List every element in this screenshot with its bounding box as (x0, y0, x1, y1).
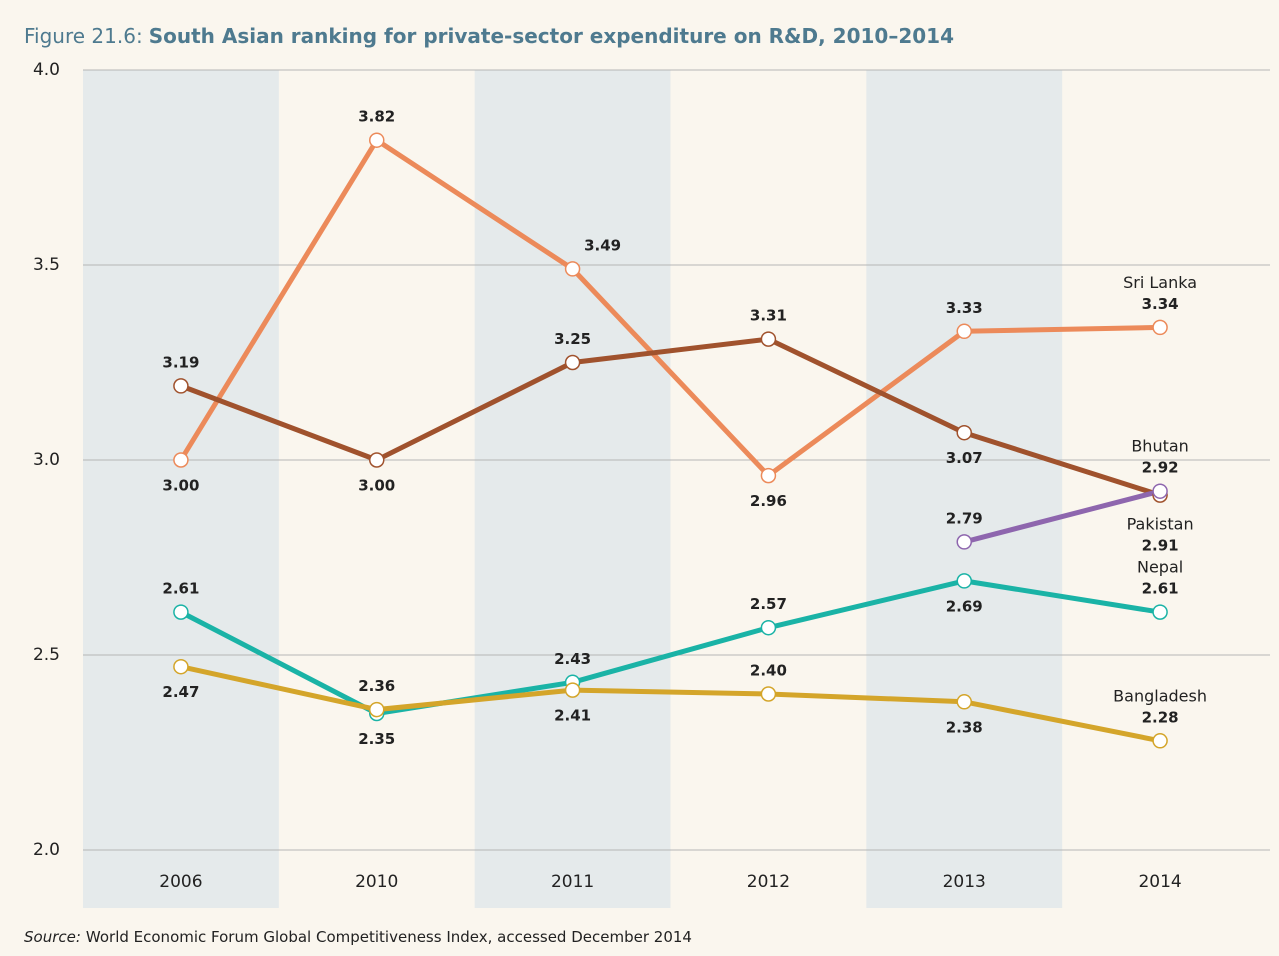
x-tick-label: 2014 (1138, 872, 1181, 892)
value-label: 3.49 (584, 236, 621, 254)
value-label: 2.41 (554, 707, 591, 725)
value-label: 2.40 (750, 662, 787, 680)
band (474, 70, 671, 908)
value-label: 2.91 (1142, 537, 1179, 555)
figure-label: Figure 21.6: (24, 24, 143, 48)
value-label: 2.79 (946, 509, 983, 527)
point (760, 686, 777, 702)
point (760, 467, 777, 484)
point (760, 331, 777, 347)
bands (83, 70, 1063, 908)
band (83, 70, 279, 908)
point (369, 701, 385, 718)
value-label: 3.25 (554, 330, 591, 348)
x-tick-label: 2013 (943, 872, 986, 892)
value-label: 3.00 (358, 477, 395, 495)
point (956, 573, 972, 589)
series-line (963, 488, 1161, 545)
point (369, 452, 385, 468)
value-label: 2.35 (358, 730, 395, 748)
series-line (180, 336, 1161, 498)
point (564, 261, 581, 277)
value-label: 3.82 (358, 108, 395, 126)
source: World Economic Forum Global Competitiven… (86, 928, 692, 946)
chart-title: Figure 21.6: South Asian ranking for priv… (24, 24, 954, 48)
series-label: Sri Lanka (1123, 273, 1197, 292)
value-label: 3.33 (946, 299, 983, 317)
band (866, 70, 1063, 908)
value-label: 2.28 (1142, 708, 1179, 726)
point (1152, 733, 1168, 749)
point (173, 378, 189, 394)
point (173, 452, 189, 468)
y-tick-label: 2.0 (33, 840, 60, 860)
value-label: 2.57 (750, 595, 787, 613)
point (1152, 319, 1168, 336)
value-label: 2.92 (1142, 459, 1179, 477)
point (564, 354, 581, 371)
value-label: 3.07 (946, 449, 983, 467)
value-label: 2.96 (750, 492, 787, 510)
value-label: 2.69 (946, 597, 983, 615)
point (956, 534, 972, 550)
point (1152, 483, 1168, 499)
value-label: 2.47 (162, 683, 199, 701)
value-label: 3.19 (162, 353, 199, 371)
point (1152, 604, 1168, 620)
point (369, 132, 385, 148)
value-label: 2.61 (1142, 580, 1179, 598)
series-label: Bhutan (1131, 437, 1188, 456)
y-tick-label: 3.5 (33, 255, 60, 275)
source-note: Source: World Economic Forum Global Compe… (24, 928, 692, 946)
y-tick-label: 4.0 (33, 60, 60, 80)
value-label: 3.00 (162, 477, 199, 495)
series-label: Nepal (1137, 558, 1183, 577)
value-label: 2.61 (162, 580, 199, 598)
series-line (179, 578, 1161, 716)
point (173, 658, 189, 675)
point (760, 619, 777, 636)
value-label: 2.43 (554, 650, 591, 668)
x-tick-label: 2006 (159, 872, 202, 892)
y-tick-label: 2.5 (33, 645, 60, 665)
title: South Asian ranking for private-sector e… (149, 24, 954, 48)
source-label: Source: (24, 928, 81, 946)
series-line (178, 137, 1161, 479)
series-label: Bangladesh (1113, 686, 1207, 705)
series-label: Pakistan (1127, 515, 1194, 534)
value-label: 2.38 (946, 718, 983, 736)
series-line (180, 664, 1161, 744)
point (956, 323, 972, 340)
y-tick-label: 3.0 (33, 450, 60, 470)
value-label: 2.36 (358, 677, 395, 695)
x-tick-label: 2011 (551, 872, 594, 892)
x-tick-label: 2012 (747, 872, 790, 892)
value-label: 3.31 (750, 307, 787, 325)
x-tick-label: 2010 (355, 872, 398, 892)
value-label: 3.34 (1142, 295, 1179, 313)
point (956, 424, 972, 441)
point (956, 694, 972, 710)
point (564, 682, 581, 698)
point (173, 604, 189, 620)
